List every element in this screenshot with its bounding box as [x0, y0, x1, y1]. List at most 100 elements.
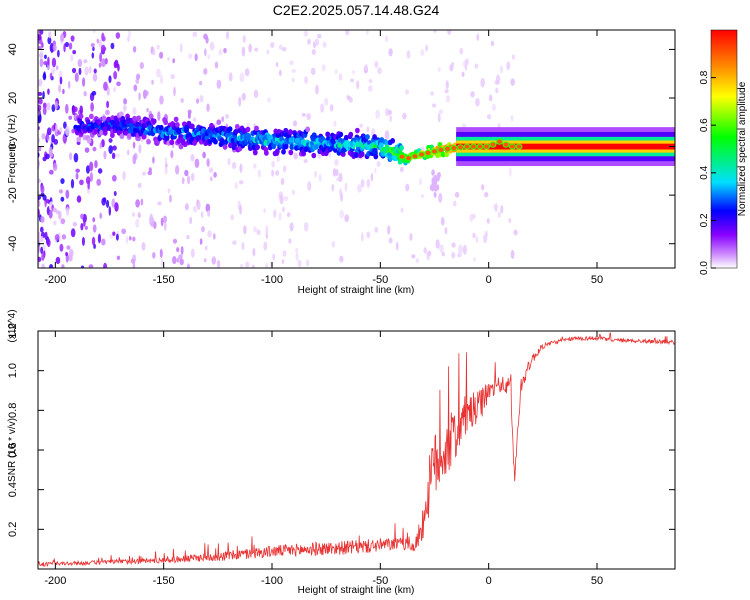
heatmap-cell — [359, 151, 365, 157]
heatmap-cell — [113, 61, 118, 69]
heatmap-peak — [470, 143, 477, 150]
heatmap-cell — [251, 144, 257, 151]
heatmap-cell — [241, 92, 246, 101]
heatmap-cell — [474, 63, 479, 69]
heatmap-cell — [234, 181, 238, 190]
heatmap-cell — [192, 117, 197, 122]
heatmap-cell — [98, 39, 103, 48]
heatmap-cell — [85, 176, 91, 185]
heatmap-cell — [83, 59, 88, 64]
y-tick-label: 20 — [7, 92, 19, 104]
heatmap-cell — [509, 167, 512, 177]
heatmap-cell — [121, 228, 127, 235]
snr-y-label: SNR (10 * v/v) — [7, 418, 18, 482]
heatmap-cell — [54, 233, 60, 241]
heatmap-cell — [366, 30, 369, 35]
heatmap-cell — [214, 61, 219, 69]
heatmap-cell — [110, 132, 115, 139]
heatmap-cell — [238, 180, 244, 185]
heatmap-cell — [359, 123, 364, 128]
heatmap-cell — [49, 72, 53, 80]
heatmap-cell — [200, 226, 205, 233]
heatmap-cell — [91, 236, 96, 246]
heatmap-cell — [103, 150, 107, 160]
x-tick-label: 0 — [486, 575, 492, 587]
heatmap-cell — [437, 67, 441, 72]
heatmap-cell — [38, 45, 42, 50]
y-tick-label: 1.0 — [7, 363, 19, 378]
heatmap-cell — [42, 244, 46, 254]
y-tick-label: 0.8 — [7, 403, 19, 418]
heatmap-cell — [251, 264, 255, 268]
heatmap-cell — [73, 152, 79, 163]
heatmap-cell — [444, 227, 448, 235]
heatmap-cell — [354, 152, 359, 158]
heatmap-cell — [111, 198, 116, 208]
heatmap-cell — [45, 198, 50, 204]
heatmap-cell — [203, 68, 208, 75]
heatmap-cell — [48, 146, 53, 157]
heatmap-cell — [132, 115, 137, 122]
heatmap-cell — [242, 34, 246, 43]
heatmap-cell — [138, 92, 141, 101]
heatmap-cell — [370, 172, 374, 182]
heatmap-cell — [132, 107, 137, 115]
heatmap-cell — [463, 59, 466, 69]
heatmap-cell — [438, 192, 443, 203]
heatmap-cell — [451, 252, 456, 259]
heatmap-cell — [334, 69, 338, 75]
heatmap-cell — [180, 97, 184, 103]
heatmap-cell — [233, 128, 239, 135]
heatmap-cell — [374, 167, 377, 174]
heatmap-cell — [40, 246, 44, 254]
heatmap-cell — [48, 264, 54, 268]
heatmap-cell — [179, 258, 184, 266]
heatmap-cell — [38, 97, 43, 105]
heatmap-cell — [311, 152, 317, 159]
heatmap-cell — [488, 94, 493, 102]
heatmap-cell — [253, 89, 259, 99]
heatmap-cell — [38, 231, 41, 241]
heatmap-cell — [334, 158, 339, 166]
heatmap-cell — [65, 103, 69, 114]
heatmap-cell — [322, 41, 327, 48]
heatmap-cell — [70, 228, 76, 238]
heatmap-cell — [304, 76, 309, 84]
heatmap-cell — [390, 137, 396, 144]
heatmap-cell — [112, 145, 117, 151]
heatmap-cell — [357, 184, 362, 193]
heatmap-cell — [297, 259, 302, 268]
heatmap-cell — [444, 89, 449, 94]
heatmap-cell — [123, 103, 126, 113]
y-tick-label: 0 — [7, 144, 19, 150]
heatmap-cell — [303, 30, 308, 37]
heatmap-cell — [354, 127, 360, 134]
heatmap-cell — [92, 46, 95, 52]
heatmap-cell — [402, 112, 407, 120]
heatmap-cell — [141, 241, 146, 251]
heatmap-cell — [439, 244, 444, 253]
heatmap-cell — [156, 68, 161, 78]
heatmap-cell — [65, 189, 70, 199]
heatmap-cell — [92, 73, 98, 82]
heatmap-peak — [483, 143, 490, 150]
heatmap-cell — [199, 238, 203, 245]
heatmap-cell — [137, 182, 142, 188]
heatmap-cell — [38, 126, 41, 131]
heatmap-cell — [223, 47, 227, 54]
heatmap-cell — [324, 97, 329, 106]
heatmap-cell — [110, 42, 115, 50]
heatmap-cell — [206, 103, 210, 112]
spectrogram-frame — [37, 29, 676, 269]
heatmap-cell — [246, 122, 250, 127]
heatmap-cell — [470, 91, 475, 98]
heatmap-cell — [239, 72, 245, 83]
heatmap-cell — [282, 165, 287, 173]
heatmap-cell — [88, 66, 92, 74]
heatmap-cell — [100, 44, 106, 53]
heatmap-cell — [92, 217, 96, 223]
heatmap-cell — [59, 243, 64, 252]
heatmap-cell — [139, 61, 145, 69]
heatmap-cell — [267, 96, 271, 103]
heatmap-cell — [108, 145, 113, 154]
